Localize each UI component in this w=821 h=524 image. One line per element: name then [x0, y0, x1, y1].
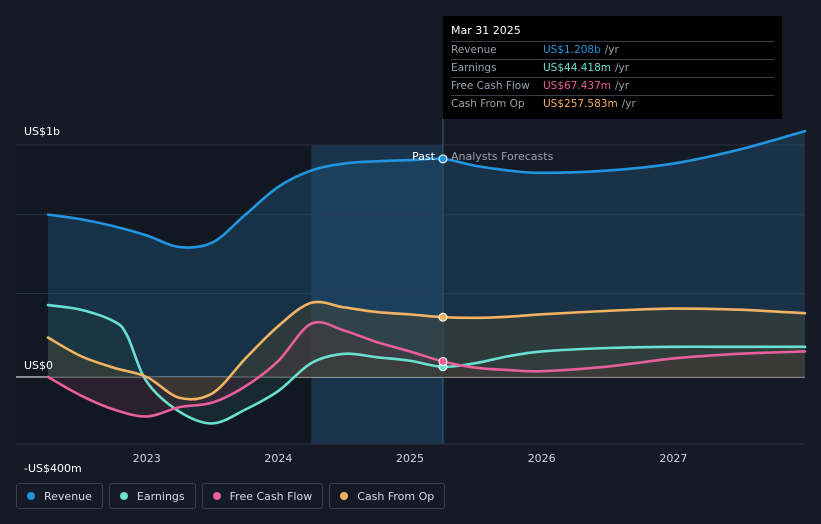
- legend-dot-icon: [340, 492, 349, 500]
- x-tick-label: 2024: [264, 452, 292, 465]
- tooltip-value: US$257.583m: [543, 98, 618, 110]
- tooltip-label: Earnings: [451, 62, 497, 74]
- tooltip-unit: /yr: [615, 62, 630, 74]
- tooltip: Mar 31 2025 Revenue US$1.208b /yr Earnin…: [443, 16, 782, 119]
- tooltip-date: Mar 31 2025: [451, 24, 521, 37]
- legend-dot-icon: [212, 492, 221, 500]
- x-tick-label: 2023: [133, 452, 161, 465]
- x-tick-label: 2027: [659, 452, 687, 465]
- marker-free-cash-flow: [438, 356, 448, 366]
- x-tick-label: 2025: [396, 452, 424, 465]
- line-earnings: [46, 303, 807, 425]
- tooltip-label: Revenue: [451, 44, 497, 56]
- legend-item-cash-from-op[interactable]: Cash From Op: [329, 483, 446, 509]
- line-cash-from-op: [46, 300, 807, 401]
- y-tick-label: US$1b: [24, 125, 60, 138]
- legend-dot-icon: [119, 492, 128, 500]
- past-label: Past: [412, 150, 436, 163]
- legend-dot-icon: [27, 492, 35, 500]
- tooltip-row-free-cash-flow: Free Cash Flow US$67.437m /yr: [451, 77, 774, 95]
- highlight-region: [311, 145, 443, 444]
- legend-label: Revenue: [44, 489, 92, 503]
- line-free-cash-flow: [46, 320, 807, 418]
- forecast-label: Analysts Forecasts: [451, 150, 554, 163]
- y-tick-label: US$0: [24, 359, 53, 372]
- tooltip-value: US$1.208b: [543, 44, 601, 56]
- y-tick-label: -US$400m: [24, 462, 82, 475]
- legend-item-earnings[interactable]: Earnings: [108, 483, 196, 509]
- tooltip-row-revenue: Revenue US$1.208b /yr: [451, 41, 774, 59]
- line-revenue: [46, 129, 807, 249]
- tooltip-unit: /yr: [615, 80, 630, 92]
- x-tick-label: 2026: [528, 452, 556, 465]
- legend: Revenue Earnings Free Cash Flow Cash Fro…: [16, 483, 446, 509]
- tooltip-row-cash-from-op: Cash From Op US$257.583m /yr: [451, 95, 774, 113]
- tooltip-value: US$44.418m: [543, 62, 611, 74]
- marker-cash-from-op: [438, 312, 448, 322]
- area-cash-from-op: [48, 301, 805, 400]
- tooltip-row-earnings: Earnings US$44.418m /yr: [451, 59, 774, 77]
- legend-item-revenue[interactable]: Revenue: [16, 483, 103, 509]
- tooltip-value: US$67.437m: [543, 80, 611, 92]
- tooltip-label: Free Cash Flow: [451, 80, 530, 92]
- legend-label: Earnings: [136, 489, 185, 503]
- tooltip-unit: /yr: [604, 44, 619, 56]
- legend-label: Cash From Op: [357, 489, 435, 503]
- area-free-cash-flow: [48, 322, 805, 417]
- area-revenue: [48, 131, 805, 377]
- tooltip-label: Cash From Op: [451, 98, 525, 110]
- past-region: [16, 145, 312, 444]
- tooltip-unit: /yr: [621, 98, 636, 110]
- legend-label: Free Cash Flow: [229, 489, 313, 503]
- marker-revenue: [438, 154, 448, 164]
- legend-item-free-cash-flow[interactable]: Free Cash Flow: [201, 483, 324, 509]
